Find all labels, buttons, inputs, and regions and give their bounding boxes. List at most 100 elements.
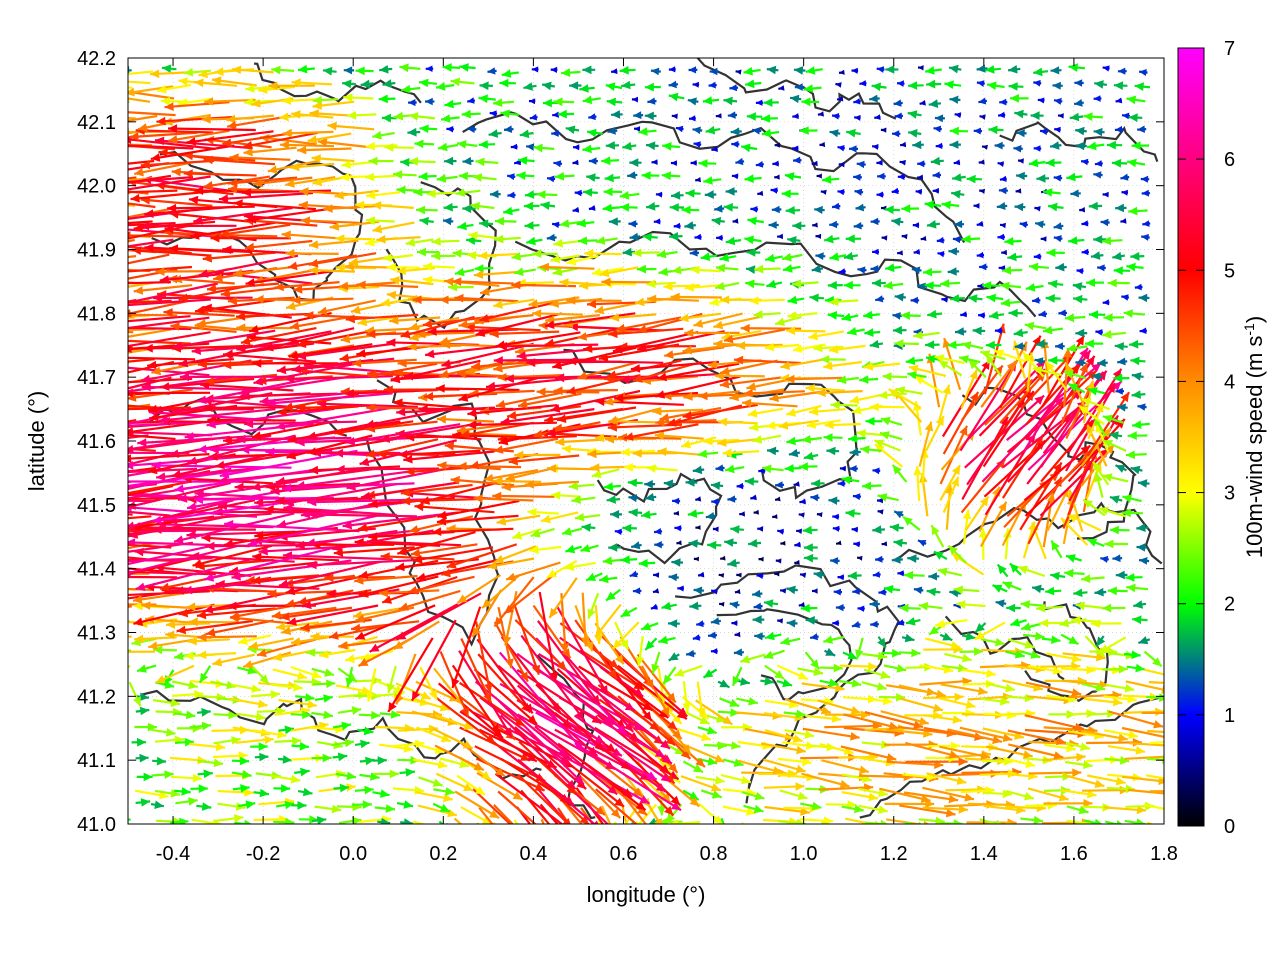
wind-arrow: [494, 216, 517, 226]
wind-arrow: [583, 188, 598, 197]
wind-arrow: [1053, 235, 1063, 243]
wind-arrow: [1129, 742, 1164, 747]
wind-arrow: [377, 817, 391, 824]
x-tick-label: 0.8: [700, 843, 728, 865]
wind-arrow: [489, 110, 498, 117]
wind-arrow: [753, 602, 763, 610]
wind-arrow: [196, 708, 211, 717]
wind-arrow: [803, 84, 822, 93]
wind-arrow: [1136, 543, 1148, 552]
wind-arrow: [766, 65, 779, 75]
wind-arrow: [879, 431, 903, 441]
wind-arrow: [1015, 188, 1022, 194]
wind-arrow: [830, 557, 840, 565]
wind-arrow: [1103, 805, 1147, 815]
wind-arrow: [667, 619, 680, 628]
wind-arrow: [496, 514, 541, 526]
wind-arrow: [1053, 222, 1064, 230]
x-tick-label: 0.0: [339, 843, 367, 865]
wind-arrow: [454, 293, 519, 303]
wind-arrow: [766, 446, 779, 456]
wind-arrow: [1017, 565, 1046, 578]
wind-arrow: [1062, 773, 1105, 788]
wind-arrow: [878, 588, 887, 596]
wind-arrow: [586, 128, 604, 138]
wind-arrow: [128, 100, 130, 103]
wind-arrow: [842, 651, 858, 660]
wind-arrow: [495, 392, 561, 409]
wind-arrow: [175, 797, 198, 806]
wind-arrow: [598, 651, 653, 722]
wind-arrow: [1080, 158, 1089, 166]
wind-arrow: [897, 173, 906, 180]
wind-arrow: [720, 555, 726, 561]
wind-arrow: [754, 264, 781, 274]
wind-arrow: [682, 680, 691, 713]
wind-arrow: [1004, 237, 1022, 246]
wind-arrow: [400, 483, 473, 497]
x-tick-label: 1.0: [790, 843, 818, 865]
wind-arrow: [875, 555, 884, 563]
wind-arrow: [734, 631, 741, 638]
colorbar-tick-label: 1: [1224, 705, 1235, 727]
wind-arrow: [1084, 818, 1104, 824]
wind-arrow: [743, 804, 764, 814]
wind-arrow: [271, 606, 337, 620]
wind-arrow: [628, 494, 639, 503]
wind-arrow: [849, 447, 861, 457]
wind-arrow: [602, 203, 620, 213]
wind-arrow: [671, 113, 678, 120]
wind-arrow: [474, 745, 546, 783]
wind-arrow: [878, 693, 906, 702]
wind-arrow: [974, 621, 1006, 641]
wind-arrow: [520, 634, 585, 721]
wind-arrow: [505, 561, 561, 581]
colorbar-tick-label: 0: [1224, 816, 1235, 838]
wind-arrow: [855, 637, 864, 660]
wind-arrow: [638, 558, 656, 568]
wind-arrow: [444, 156, 457, 166]
wind-arrow: [1081, 397, 1111, 411]
wind-arrow: [880, 416, 903, 426]
wind-arrow: [1104, 729, 1139, 740]
wind-arrow: [405, 238, 434, 247]
wind-arrow: [689, 601, 702, 611]
wind-arrow: [531, 66, 539, 73]
wind-arrow: [588, 205, 596, 211]
wind-arrow: [365, 438, 439, 458]
wind-arrow: [731, 173, 739, 180]
wind-arrow: [819, 743, 854, 755]
wind-arrow: [815, 233, 822, 239]
wind-arrow: [503, 125, 514, 133]
wind-arrow: [853, 173, 862, 181]
wind-arrow: [739, 653, 766, 664]
wind-arrow: [128, 557, 194, 576]
wind-arrow: [774, 174, 780, 180]
colorbar-tick-label: 3: [1224, 483, 1235, 505]
wind-arrow: [835, 540, 842, 546]
wind-arrow: [1086, 774, 1126, 786]
wind-arrow: [582, 95, 601, 105]
wind-arrow: [1007, 65, 1021, 74]
wind-arrow: [937, 384, 951, 423]
wind-arrow: [805, 66, 823, 75]
wind-arrow: [685, 649, 696, 658]
wind-arrow: [493, 804, 515, 824]
wind-arrow: [128, 531, 131, 534]
wind-arrow: [751, 589, 763, 598]
wind-arrow: [1014, 202, 1026, 212]
wind-arrow: [524, 221, 540, 230]
wind-arrow: [653, 528, 663, 535]
wind-arrow: [313, 679, 336, 689]
wind-arrow: [250, 690, 280, 699]
wind-arrow: [141, 601, 195, 610]
wind-arrow: [131, 737, 147, 747]
wind-arrow: [1042, 752, 1086, 762]
wind-arrow: [772, 160, 779, 167]
wind-arrow: [742, 398, 798, 408]
wind-arrow: [778, 419, 819, 430]
wind-arrow: [128, 223, 133, 227]
wind-arrow: [256, 638, 317, 658]
wind-arrow: [672, 497, 681, 505]
wind-arrow: [695, 496, 702, 502]
